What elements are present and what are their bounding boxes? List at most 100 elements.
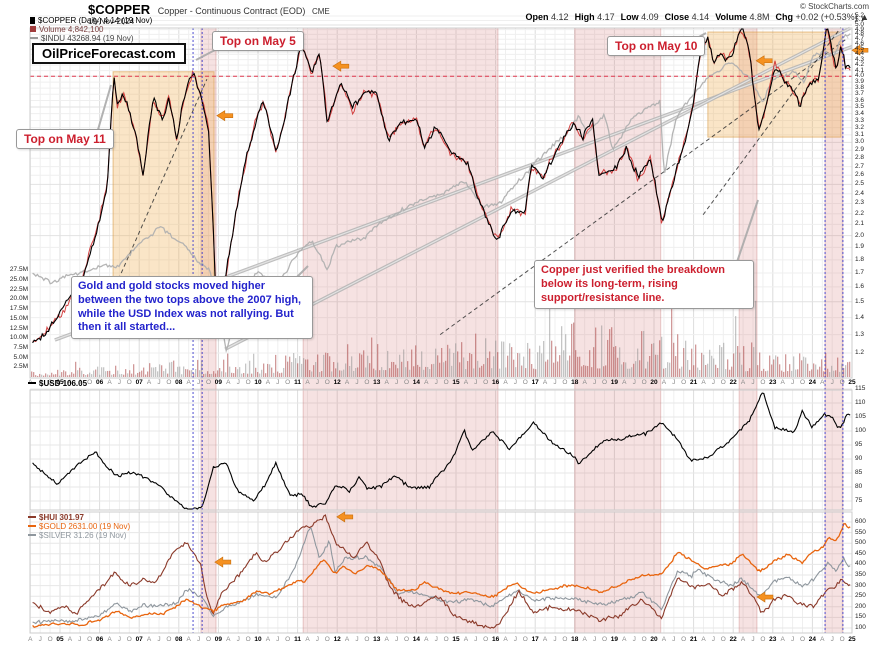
volume-bars-icon [30, 26, 36, 32]
x-axis-month: O [47, 379, 53, 386]
volume-axis-tick: 5.0M [13, 353, 28, 361]
x-axis-month: J [513, 379, 518, 386]
volume-axis-tick: 15.0M [9, 314, 28, 322]
x-axis-month: J [711, 379, 716, 386]
usd-axis-tick: 80 [855, 483, 863, 490]
usd-axis-tick: 95 [855, 441, 863, 448]
x-axis-month: A [265, 379, 271, 386]
x-axis-month: A [305, 379, 310, 386]
left-arrow-icon [755, 55, 773, 67]
x-axis-month: A [28, 636, 33, 643]
line-icon [28, 382, 36, 384]
price-axis-tick: 5.2 [855, 12, 865, 19]
x-axis-month: J [117, 636, 122, 643]
metals-axis-tick: 150 [855, 613, 866, 621]
price-axis-tick: 4.4 [855, 50, 865, 58]
price-axis-tick: 3.3 [855, 116, 865, 124]
x-axis-month: O [166, 636, 172, 643]
x-axis-month: A [622, 379, 627, 386]
x-axis-year: 06 [95, 636, 104, 643]
metals-axis-tick: 400 [855, 560, 866, 568]
x-axis-month: O [720, 636, 726, 643]
x-axis-month: J [236, 379, 240, 386]
volume-axis-tick: 2.5M [13, 363, 28, 371]
price-axis-tick: 1.3 [855, 330, 865, 338]
price-axis-tick: 4.7 [855, 35, 865, 43]
x-axis-year: 14 [412, 636, 421, 643]
x-axis-month: J [751, 636, 755, 643]
x-axis-month: O [324, 636, 330, 643]
x-axis-month: J [790, 379, 795, 386]
x-axis-month: J [196, 636, 201, 643]
x-axis-year: 10 [254, 636, 262, 643]
volume-axis-tick: 7.5M [13, 343, 28, 351]
x-axis-month: J [236, 636, 240, 643]
price-axis-tick: 2.5 [855, 180, 865, 188]
quote-key: Low [620, 12, 639, 22]
x-axis-month: A [582, 636, 587, 643]
price-axis-tick: 2.4 [855, 189, 865, 197]
x-axis-month: A [424, 379, 429, 386]
left-arrow-icon [332, 60, 350, 72]
x-axis-month: O [403, 379, 410, 386]
x-axis-month: A [305, 636, 310, 643]
x-axis-month: O [324, 379, 330, 386]
legend-usd: $USD 106.05 [28, 379, 87, 388]
quote-value: 4.8M [747, 12, 770, 22]
x-axis-month: O [601, 379, 608, 386]
price-axis-tick: 2.6 [855, 171, 865, 179]
x-axis-month: O [364, 636, 370, 643]
x-axis-month: O [562, 379, 568, 386]
left-arrow-icon [214, 556, 232, 568]
volume-axis-tick: 10.0M [9, 334, 28, 342]
x-axis-month: J [276, 379, 280, 386]
panel-borders [29, 27, 853, 634]
x-axis-year: 05 [56, 379, 64, 386]
x-axis-year: 20 [650, 636, 658, 643]
price-axis-tick: 3.8 [855, 84, 865, 92]
x-axis-month: J [315, 379, 320, 386]
x-axis-month: A [780, 379, 785, 386]
x-axis-month: J [434, 636, 438, 643]
line-icon [28, 516, 36, 518]
event-vlines [192, 28, 844, 633]
x-axis-month: O [641, 636, 647, 643]
quote-value: 4.17 [594, 12, 615, 22]
main-chart-legend: $COPPER (Daily) 4.14 (19 Nov) Volume 4,8… [30, 16, 152, 43]
x-axis-month: O [760, 379, 766, 386]
x-axis-month: J [751, 379, 755, 386]
x-axis-month: J [711, 636, 716, 643]
watermark-oilpriceforecast: OilPriceForecast.com [32, 43, 186, 64]
x-axis-year: 11 [294, 636, 302, 643]
legend-copper-label: $COPPER (Daily) 4.14 (19 Nov) [38, 15, 153, 25]
x-axis-month: O [483, 636, 489, 643]
x-axis-year: 21 [689, 379, 698, 386]
left-arrow-icon [756, 591, 774, 603]
x-axis-year: 17 [531, 636, 539, 643]
x-axis-year: 15 [452, 379, 460, 386]
x-axis-year: 10 [254, 379, 262, 386]
quote-strip: Open 4.12 High 4.17 Low 4.09 Close 4.14 Volu… [520, 12, 869, 22]
x-axis-year: 24 [808, 379, 817, 386]
legend-silver: $SILVER 31.26 (19 Nov) [28, 531, 130, 540]
x-axis-month: O [205, 379, 212, 386]
metals-axis-tick: 250 [855, 592, 866, 600]
price-axis-tick: 3.5 [855, 102, 865, 110]
metals-axis-tick: 450 [855, 549, 866, 557]
price-axis-tick: 4.9 [855, 25, 865, 33]
left-arrow-icon [851, 44, 869, 56]
x-axis-month: O [799, 379, 806, 386]
x-axis-month: A [67, 379, 73, 386]
x-axis-month: O [839, 379, 845, 386]
x-axis-year: 22 [729, 636, 737, 643]
indu-series [32, 33, 851, 354]
price-axis-tick: 3.9 [855, 78, 865, 86]
x-axis-month: A [582, 379, 587, 386]
x-axis-month: J [592, 636, 597, 643]
symbol-description: Copper - Continuous Contract (EOD) [157, 6, 306, 16]
volume-axis-tick: 27.5M [9, 266, 28, 274]
x-axis-month: O [285, 379, 291, 386]
x-axis-month: J [672, 636, 676, 643]
copper-series [32, 27, 851, 344]
x-axis-year: 12 [333, 636, 341, 643]
